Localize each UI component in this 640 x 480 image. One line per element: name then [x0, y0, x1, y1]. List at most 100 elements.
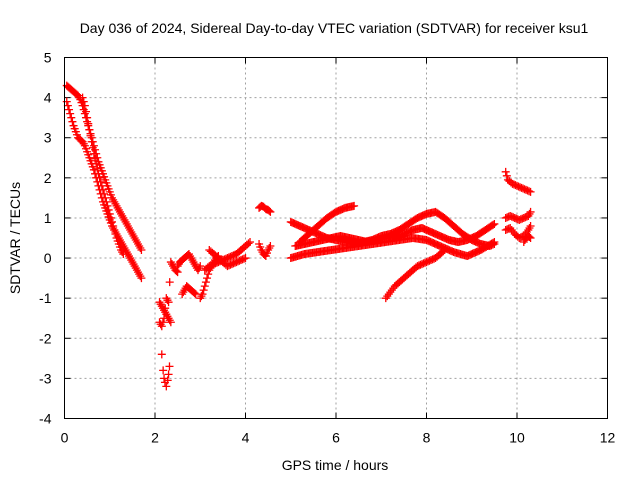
data-point — [157, 302, 166, 311]
data-point — [199, 286, 208, 295]
y-tick-label: -3 — [39, 370, 52, 386]
data-point — [178, 290, 187, 299]
data-point — [100, 189, 109, 198]
data-point — [134, 268, 143, 277]
data-point — [167, 260, 176, 269]
data-point — [526, 207, 535, 216]
data-point — [118, 211, 127, 220]
data-point — [97, 181, 106, 190]
x-tick-label: 8 — [423, 430, 431, 446]
data-point — [350, 201, 359, 210]
data-point — [163, 296, 172, 305]
data-point — [109, 221, 118, 230]
data-point — [74, 91, 83, 100]
data-point — [89, 165, 98, 174]
data-point — [117, 246, 126, 255]
data-point — [92, 159, 101, 168]
data-point — [188, 256, 197, 265]
data-point — [198, 290, 207, 299]
x-tick-label: 4 — [242, 430, 250, 446]
x-tick-label: 10 — [509, 430, 525, 446]
data-point — [383, 292, 392, 301]
data-point — [126, 254, 135, 263]
data-point — [101, 193, 110, 202]
x-tick-label: 12 — [600, 430, 616, 446]
y-tick-label: 2 — [44, 170, 52, 186]
data-point — [137, 274, 146, 283]
data-point — [195, 264, 204, 273]
data-point — [519, 238, 528, 247]
data-point — [62, 97, 71, 106]
data-point — [179, 288, 188, 297]
data-point — [120, 215, 129, 224]
data-point — [160, 314, 169, 323]
data-point — [525, 232, 534, 241]
data-point — [135, 270, 144, 279]
x-axis-label: GPS time / hours — [282, 457, 389, 473]
data-point — [119, 250, 128, 259]
data-point — [136, 244, 145, 253]
data-point — [163, 376, 172, 385]
data-point — [129, 260, 138, 269]
data-point — [84, 119, 93, 128]
data-point — [165, 316, 174, 325]
data-point — [193, 266, 202, 275]
data-point — [106, 213, 115, 222]
data-point — [506, 223, 515, 232]
data-point — [165, 362, 174, 371]
y-tick-label: 3 — [44, 130, 52, 146]
data-point — [88, 143, 97, 152]
data-point — [127, 227, 136, 236]
data-point — [68, 117, 77, 126]
data-point — [102, 197, 111, 206]
y-tick-label: 4 — [44, 90, 52, 106]
data-point — [191, 290, 200, 299]
data-point — [239, 254, 248, 263]
data-point — [246, 238, 255, 247]
data-point — [124, 252, 133, 261]
data-point — [80, 101, 89, 110]
data-point — [241, 254, 250, 263]
data-point — [65, 105, 74, 114]
data-point — [490, 219, 499, 228]
data-point — [111, 229, 120, 238]
data-point — [120, 244, 129, 253]
data-point — [135, 242, 144, 251]
chart-title: Day 036 of 2024, Sidereal Day-to-day VTE… — [80, 20, 589, 36]
data-point — [526, 187, 535, 196]
data-point — [130, 262, 139, 271]
y-tick-label: 0 — [44, 250, 52, 266]
data-point — [113, 203, 122, 212]
data-point — [162, 382, 171, 391]
data-point — [105, 209, 114, 218]
data-point — [266, 207, 275, 216]
data-point — [525, 223, 534, 232]
data-point — [266, 242, 275, 251]
data-point — [131, 236, 140, 245]
data-point — [166, 258, 175, 267]
data-point — [85, 125, 94, 134]
data-point — [200, 282, 209, 291]
data-point — [155, 298, 164, 307]
data-point — [81, 107, 90, 116]
data-point — [67, 113, 76, 122]
data-point — [119, 242, 128, 251]
data-point — [524, 211, 533, 220]
data-point — [164, 370, 173, 379]
data-point — [204, 270, 213, 279]
data-point — [118, 248, 127, 257]
y-axis-label: SDTVAR / TECUs — [7, 182, 23, 294]
data-point — [79, 97, 88, 106]
data-point — [190, 260, 199, 269]
data-point — [164, 298, 173, 307]
data-point — [78, 137, 87, 146]
data-point — [122, 219, 131, 228]
x-tick-label: 6 — [332, 430, 340, 446]
data-point — [119, 213, 128, 222]
data-point — [96, 177, 105, 186]
data-point — [197, 292, 206, 301]
data-point — [265, 206, 274, 215]
data-point — [166, 318, 175, 327]
data-point — [244, 239, 253, 248]
